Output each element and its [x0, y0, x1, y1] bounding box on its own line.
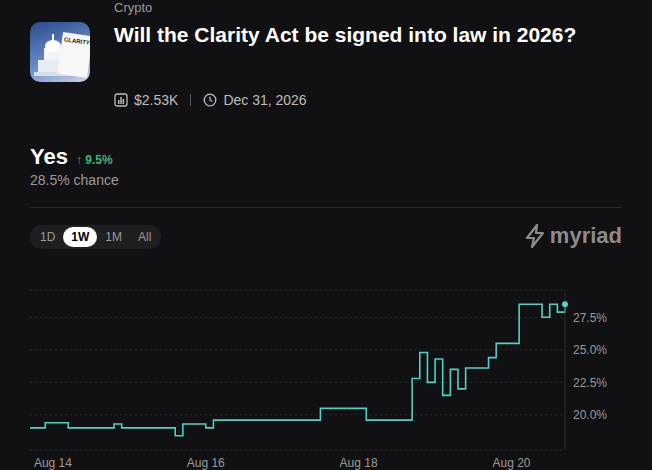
html-text:All: All [138, 230, 152, 244]
html-text:28.5% chance: 28.5% chance [30, 172, 119, 188]
html-text:Crypto: Crypto [114, 0, 153, 15]
svg-text:Aug 14: Aug 14 [34, 456, 72, 470]
html-text:1D: 1D [40, 230, 56, 244]
svg-text:Aug 16: Aug 16 [187, 456, 225, 470]
html-text:$2.53K: $2.53K [134, 92, 179, 108]
html-text:Yes ↑ 9.5%: Yes ↑ 9.5% [30, 144, 113, 169]
svg-text:22.5%: 22.5% [573, 376, 607, 390]
html-text:Will the Clarity Act be signed: Will the Clarity Act be signed into law … [114, 23, 577, 46]
html-text:1M: 1M [105, 230, 122, 244]
svg-text:Aug 18: Aug 18 [340, 456, 378, 470]
html-text:CLARITY: CLARITY [63, 36, 91, 46]
html-text:myriad: myriad [549, 223, 622, 248]
html-text:Dec 31, 2026: Dec 31, 2026 [223, 92, 307, 108]
svg-text:25.0%: 25.0% [573, 343, 607, 357]
svg-text:Aug 20: Aug 20 [492, 456, 530, 470]
svg-text:27.5%: 27.5% [573, 311, 607, 325]
svg-text:20.0%: 20.0% [573, 408, 607, 422]
html-text:1W: 1W [71, 230, 90, 244]
